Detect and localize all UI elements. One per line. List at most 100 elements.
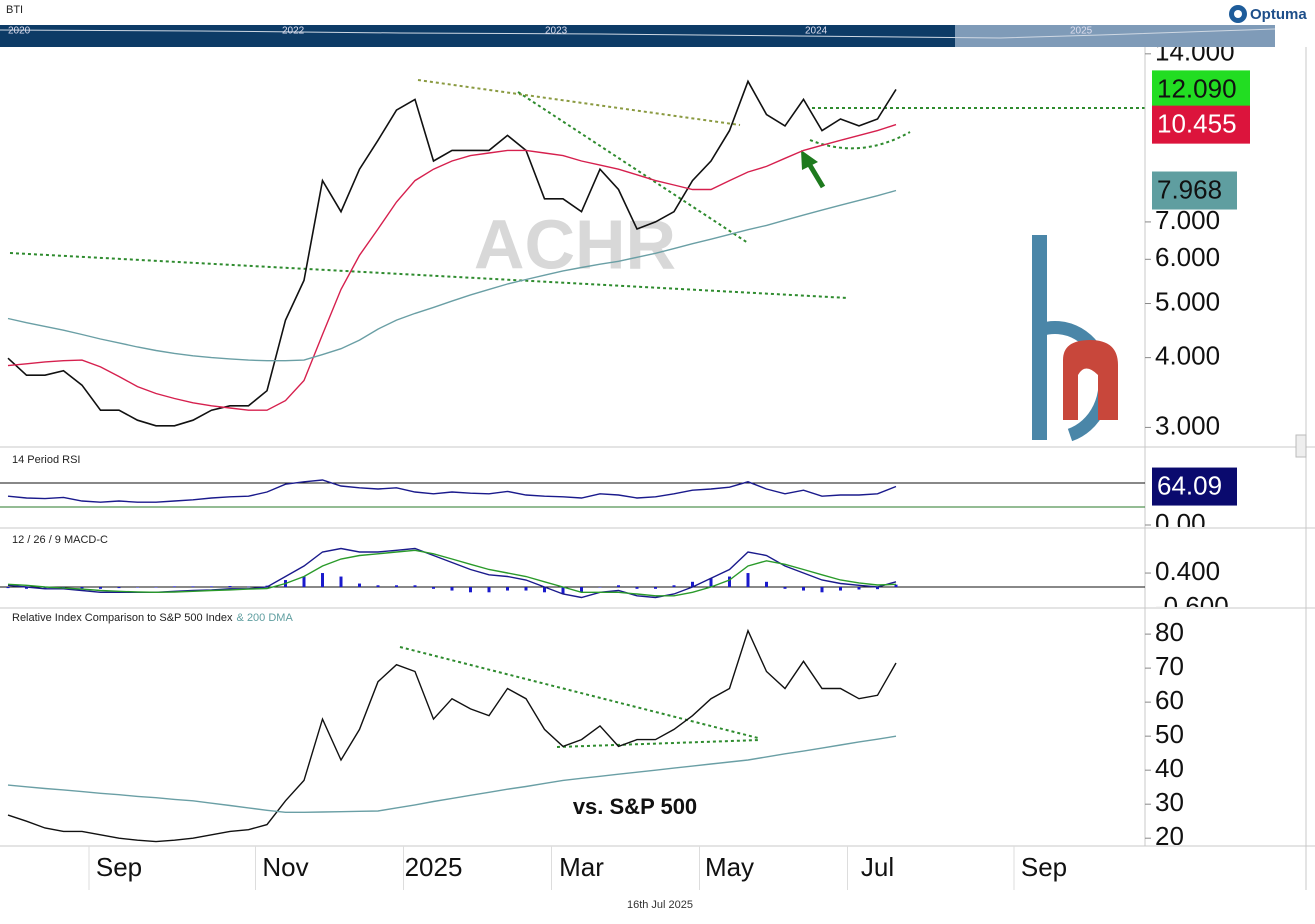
brand-logo-inner <box>1234 10 1242 18</box>
y-tick-label: 3.000 <box>1155 410 1220 440</box>
trendline <box>9 252 849 299</box>
y-tick-label: 60 <box>1155 685 1184 715</box>
panel-title: 14 Period RSI <box>12 454 80 466</box>
y-tick-label: -0.600 <box>1155 591 1229 621</box>
collapse-tab[interactable] <box>1295 434 1307 458</box>
y-tick-label: 6.000 <box>1155 242 1220 272</box>
panel: 20 30 40 50 60 70 80 <box>7 617 1184 851</box>
histogram-bar <box>43 587 47 589</box>
histogram-bar <box>654 587 657 589</box>
histogram-bar <box>117 587 121 589</box>
histogram-bar <box>746 573 750 588</box>
y-tick-label: 5.000 <box>1155 286 1220 316</box>
histogram-bar <box>783 587 787 589</box>
histogram-bar <box>469 587 472 593</box>
panel: 3.000 4.000 5.000 6.000 7.000 14.000 <box>7 37 1235 440</box>
x-tick-label: Sep <box>1021 852 1067 882</box>
histogram-bar <box>487 587 491 593</box>
navigator <box>0 25 955 47</box>
histogram-bar <box>191 586 195 588</box>
histogram-bar <box>228 586 232 588</box>
y-tick-label: 50 <box>1155 719 1184 749</box>
histogram-bar <box>99 587 102 589</box>
histogram-bar <box>413 585 417 588</box>
y-tick-label: 0.400 <box>1155 556 1220 586</box>
histogram-bar <box>635 587 639 589</box>
y-tick-label: 40 <box>1155 753 1184 783</box>
logo-stem <box>1032 235 1047 440</box>
histogram-bar <box>6 587 10 589</box>
panel-title: 12 / 26 / 9 MACD-C <box>12 534 108 546</box>
value-box <box>1152 467 1237 506</box>
histogram-bar <box>820 587 824 593</box>
histogram-bar <box>136 587 139 588</box>
histogram-bar <box>561 587 565 595</box>
x-tick-label: Nov <box>262 852 308 882</box>
histogram-bar <box>894 584 898 588</box>
histogram-bar <box>339 576 343 588</box>
histogram-bar <box>210 586 213 588</box>
histogram-bar <box>302 576 306 588</box>
y-tick-label: 80 <box>1155 617 1184 647</box>
x-tick-label: 2025 <box>405 852 463 882</box>
histogram-bar <box>173 586 176 588</box>
histogram-bar <box>839 587 842 591</box>
watermark: ACHR <box>474 205 676 283</box>
trendlines <box>9 79 1145 748</box>
series-line <box>7 549 897 597</box>
histogram-bar <box>247 586 250 588</box>
nav-label: 2020 <box>8 26 31 37</box>
y-tick-label: 20 <box>1155 821 1184 851</box>
series-line <box>7 123 897 411</box>
y-tick-label: 70 <box>1155 651 1184 681</box>
value-box <box>1152 105 1250 144</box>
panel: 0.400 -0.600 <box>0 547 1229 621</box>
x-tick-label: Jul <box>861 852 894 882</box>
value-label: 64.09 <box>1157 470 1222 500</box>
nav-label: 2025 <box>1070 26 1093 37</box>
y-tick-label: 4.000 <box>1155 341 1220 371</box>
nav-label: 2022 <box>282 26 305 37</box>
value-label: 7.968 <box>1157 174 1222 204</box>
y-tick-label: 7.000 <box>1155 205 1220 235</box>
histogram-bar <box>376 585 380 588</box>
y-tick-label: 30 <box>1155 787 1184 817</box>
arrow-head <box>801 150 818 170</box>
navigator-window[interactable] <box>955 25 1275 47</box>
histogram-bar <box>580 587 583 593</box>
histogram-bar <box>691 581 694 588</box>
value-box <box>1152 171 1237 210</box>
histogram-bar <box>524 587 528 591</box>
trendline <box>809 131 911 150</box>
x-tick-label: Mar <box>559 852 604 882</box>
histogram-bar <box>321 573 324 588</box>
value-label: 10.455 <box>1157 109 1237 139</box>
value-box <box>1152 70 1250 109</box>
date: 16th Jul 2025 <box>627 899 693 911</box>
series-line <box>7 735 897 813</box>
histogram-bar <box>432 587 435 589</box>
arrow <box>805 160 826 189</box>
series-line <box>7 479 897 503</box>
logo-mark <box>1063 340 1118 420</box>
annotation: vs. S&P 500 <box>573 794 697 819</box>
trendline <box>517 91 749 244</box>
histogram-bar <box>672 585 676 588</box>
histogram-bar <box>765 581 768 588</box>
histogram-bar <box>802 587 805 591</box>
histogram-bar <box>709 578 713 588</box>
nav-label: 2024 <box>805 26 828 37</box>
histogram-bar <box>506 587 509 591</box>
histogram-bar <box>857 587 861 590</box>
histogram-bar <box>728 576 731 588</box>
histogram-bar <box>80 587 84 589</box>
histogram-bar <box>358 583 361 588</box>
value-label: 12.090 <box>1157 73 1237 103</box>
trendline <box>399 646 759 739</box>
histogram-bar <box>25 587 28 589</box>
histogram-bar <box>395 585 398 588</box>
y-tick-label: 14.000 <box>1155 37 1235 67</box>
series-line <box>7 628 897 843</box>
brand: Optuma <box>1250 6 1307 23</box>
